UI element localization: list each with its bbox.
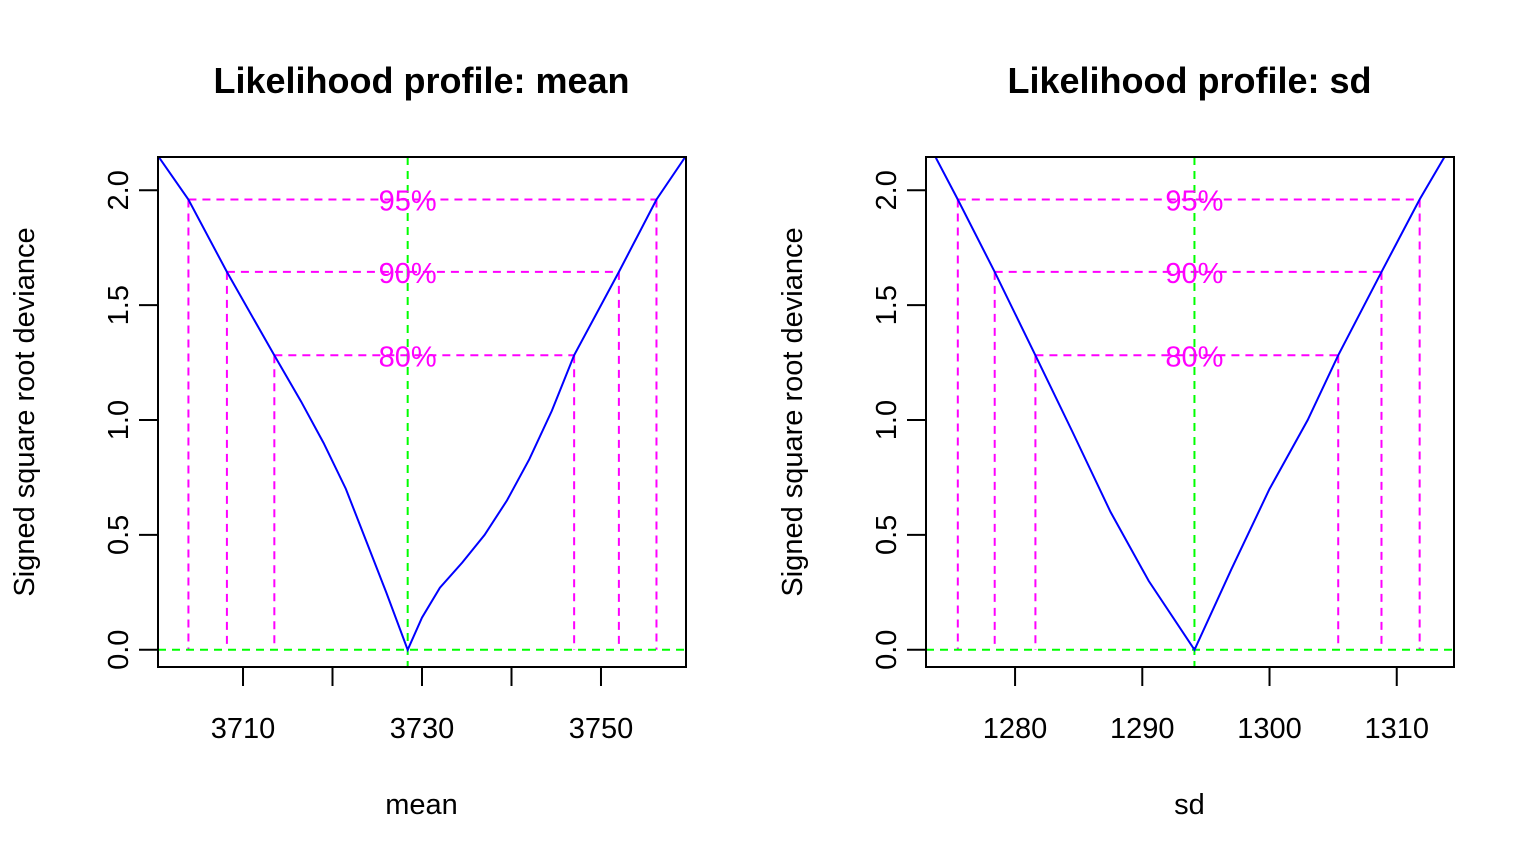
confidence-level-label: 80% [379,341,437,373]
profile-curve [158,157,686,653]
confidence-level-label: 80% [1165,341,1223,373]
y-tick-label: 1.0 [871,400,903,440]
y-tick-label: 1.5 [103,285,135,325]
confidence-level-label: 95% [379,186,437,218]
plot-area: 95% 90% 80% 1280 1290 1300 1310 0.0 0.5 1.0 1.5 2.0 [871,156,1455,745]
x-tick-label: 1300 [1237,713,1302,745]
plot-area: 95% 90% 80% 3710 3730 3750 0.0 0.5 1.0 1.5 2.0 [103,156,687,745]
y-axis-label: Signed square root deviance [9,227,41,596]
y-tick-label: 0.5 [103,515,135,555]
confidence-level-label: 90% [1165,258,1223,290]
y-tick-label: 2.0 [103,170,135,210]
panel-title: Likelihood profile: mean [213,60,629,101]
y-tick-label: 0.0 [103,630,135,670]
y-tick-label: 0.0 [871,630,903,670]
x-tick-label: 1310 [1364,713,1429,745]
y-tick-label: 2.0 [871,170,903,210]
y-tick-label: 1.5 [871,285,903,325]
y-axis-label: Signed square root deviance [777,227,809,596]
plot-content [926,157,1454,667]
x-tick-label: 3710 [211,713,276,745]
confidence-level-label: 95% [1165,186,1223,218]
panel-sd: Likelihood profile: sd sd Signed square … [777,60,1455,821]
profile-curve [934,157,1446,652]
y-tick-label: 0.5 [871,515,903,555]
plot-frame [925,156,1455,668]
confidence-level-label: 90% [379,258,437,290]
x-tick-label: 1290 [1110,713,1175,745]
panel-title: Likelihood profile: sd [1007,60,1371,101]
x-tick-label: 3750 [569,713,634,745]
x-axis-label: mean [385,789,458,821]
x-tick-label: 1280 [983,713,1048,745]
y-tick-label: 1.0 [103,400,135,440]
plot-content [158,157,686,667]
plot-frame [157,156,687,668]
x-tick-label: 3730 [390,713,455,745]
x-axis-label: sd [1174,789,1205,821]
panel-mean: Likelihood profile: mean mean Signed squ… [9,60,687,821]
